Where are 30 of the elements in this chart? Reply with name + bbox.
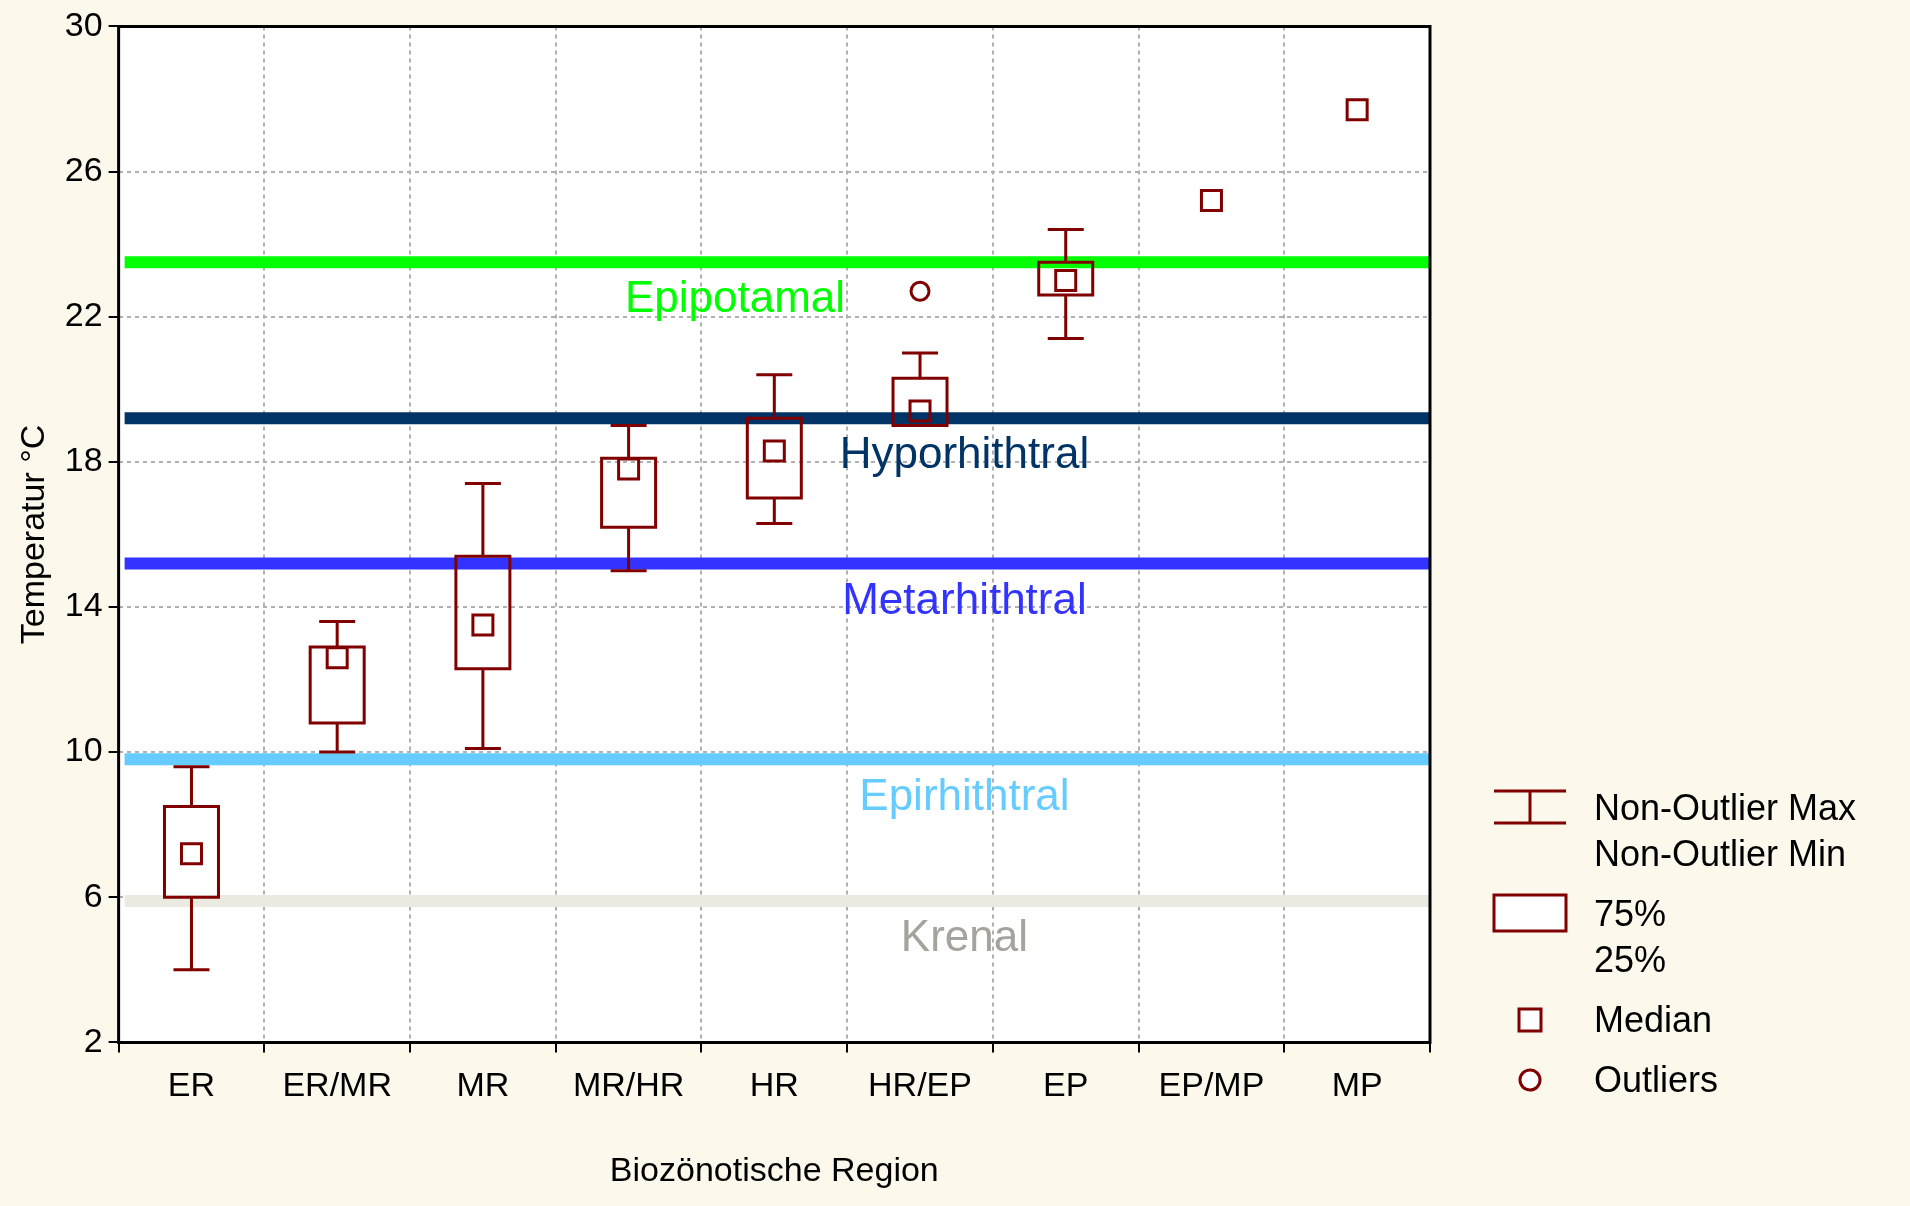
text: Outliers — [1594, 1058, 1719, 1102]
ref-line-label: Hyporhithtral — [839, 428, 1090, 478]
x-axis-title: Biozönotische Region — [609, 1149, 939, 1188]
x-tick-label: EP/MP — [1158, 1065, 1265, 1104]
y-tick-label: 14 — [64, 585, 103, 624]
y-tick-label: 2 — [83, 1020, 103, 1059]
x-tick-label: MP — [1331, 1065, 1383, 1104]
ref-line-label: Krenal — [900, 911, 1029, 961]
y-axis-title: Temperatur °C — [12, 424, 51, 645]
x-tick-label: ER — [167, 1065, 216, 1104]
ref-line-label: Epipotamal — [624, 272, 846, 322]
text: Non-Outlier Max — [1594, 786, 1857, 830]
x-tick-label: HR/EP — [868, 1065, 972, 1104]
x-tick-label: MR/HR — [572, 1065, 685, 1104]
text: 75% — [1594, 892, 1667, 936]
y-tick-label: 6 — [83, 875, 103, 914]
x-tick-label: HR — [749, 1065, 799, 1104]
y-tick-label: 26 — [64, 149, 103, 188]
y-tick-label: 30 — [64, 4, 103, 43]
ref-line-label: Epirhithtral — [859, 769, 1070, 819]
y-tick-label: 22 — [64, 295, 103, 334]
x-tick-label: EP — [1043, 1065, 1089, 1104]
x-tick-label: ER/MR — [282, 1065, 392, 1104]
text: Median — [1594, 998, 1713, 1042]
y-tick-label: 18 — [64, 440, 103, 479]
y-tick-label: 10 — [64, 730, 103, 769]
ref-line-label: Metarhithtral — [842, 573, 1087, 623]
x-tick-label: MR — [456, 1065, 510, 1104]
text: 25% — [1594, 938, 1667, 982]
text: Non-Outlier Min — [1594, 832, 1848, 876]
